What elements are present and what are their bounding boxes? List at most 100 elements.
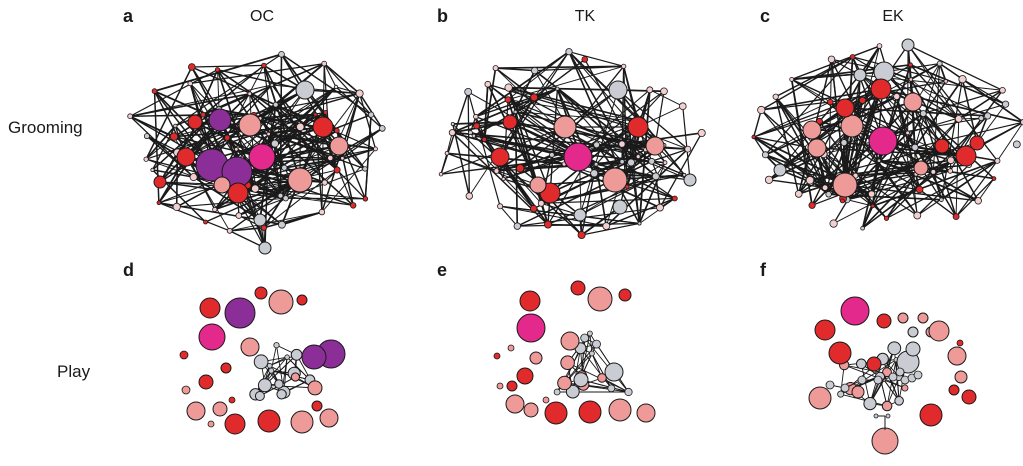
grooming-edge [499,97,535,158]
grooming-edge [299,86,337,128]
grooming-node [671,195,678,202]
play-node [587,330,593,337]
grooming-edge [581,206,621,236]
grooming-node [934,138,950,154]
grooming-node [373,146,378,152]
grooming-node [621,63,627,69]
row-label-play: Play [57,362,91,381]
grooming-node [312,116,334,138]
grooming-node [751,134,756,140]
grooming-edge [145,125,176,160]
grooming-node [952,213,960,221]
play-node [553,388,561,396]
play-node [496,382,504,390]
panel-letter-d: d [123,260,134,280]
grooming-edge [249,92,360,126]
grooming-edge [682,106,691,181]
grooming-edge [261,114,372,158]
play-node [284,354,290,360]
play-node [919,403,943,427]
grooming-edge [910,62,941,81]
grooming-node [329,136,349,156]
grooming-node [234,147,239,152]
grooming-edge [637,126,691,181]
grooming-node [272,101,279,108]
play-node [207,420,215,428]
grooming-node [187,114,203,130]
grooming-node [802,120,822,140]
play-node [199,297,221,319]
grooming-edge [955,178,995,218]
play-node [557,375,572,391]
grooming-node [355,89,364,98]
grooming-node [969,135,985,151]
grooming-node [958,75,967,84]
grooming-edge [129,93,250,118]
play-node [876,313,892,329]
grooming-node [849,54,856,60]
play-node [507,344,515,352]
grooming-edge [358,93,377,150]
grooming-node [991,176,997,181]
grooming-edge [219,113,316,121]
grooming-node [999,87,1006,94]
play-node [608,398,632,422]
play-node [565,384,580,399]
play-node [592,339,601,349]
grooming-node [281,164,288,171]
play-node [873,413,879,419]
play-node [276,389,287,400]
grooming-node [903,92,923,112]
grooming-node [757,105,766,115]
grooming-edge [774,96,826,189]
play-node [516,367,534,385]
grooming-edge [336,169,366,200]
grooming-node [504,96,512,103]
grooming-node [943,79,948,84]
grooming-node [530,93,539,102]
play-node [542,396,550,404]
grooming-node [490,147,510,167]
grooming-node [618,140,626,148]
grooming-node [531,66,539,75]
grooming-edge [191,64,264,68]
grooming-node [645,136,665,156]
grooming-node [200,111,206,118]
grooming-node [893,93,901,101]
grooming-edge [955,160,998,217]
play-node [580,333,590,343]
play-node [589,350,595,357]
grooming-edge [219,92,360,121]
grooming-edge [154,90,221,121]
grooming-node [513,222,521,230]
play-node [570,280,586,296]
grooming-node [901,38,915,52]
grooming-edge [907,44,914,103]
grooming-edge [499,51,570,158]
grooming-node [807,138,827,158]
grooming-edge [862,159,952,229]
grooming-edge [753,101,831,138]
network-panel-c [751,38,1023,231]
play-node [624,387,633,397]
play-node [505,394,525,414]
grooming-edge [568,51,643,122]
play-node [560,355,575,371]
grooming-edge [284,145,340,169]
grooming-node [238,113,262,137]
grooming-edge [976,103,1006,144]
grooming-node [287,167,313,193]
grooming-node [612,199,628,215]
grooming-node [1012,140,1021,149]
grooming-node [266,131,271,137]
grooming-edge [909,64,960,120]
grooming-node [772,93,779,100]
grooming-node [492,65,499,72]
play-node [828,341,852,365]
play-node [301,344,327,370]
play-node [888,372,898,382]
play-node [901,384,909,392]
grooming-edge [753,136,766,156]
grooming-edge [487,83,579,158]
grooming-node [870,203,875,209]
